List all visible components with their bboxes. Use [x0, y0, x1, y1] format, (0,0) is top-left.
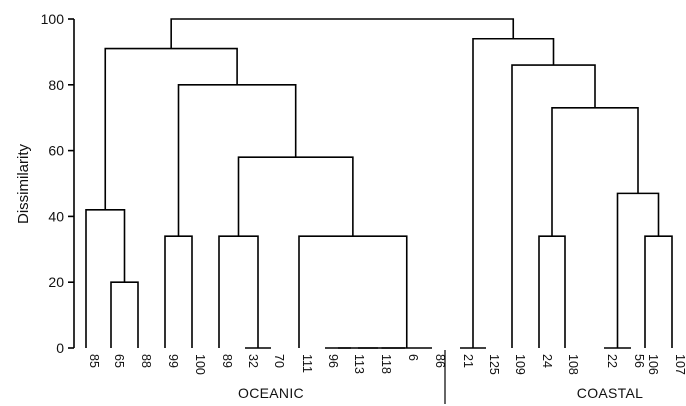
group-label-oceanic: OCEANIC — [238, 385, 304, 401]
dendrogram-merge-21 — [170, 18, 515, 49]
y-tick-label-80: 80 — [48, 77, 64, 93]
y-axis-title: Dissimilarity — [15, 144, 32, 224]
group-label-coastal: COASTAL — [577, 385, 643, 401]
leaf-label-70: 70 — [272, 354, 286, 368]
leaf-label-32: 32 — [246, 354, 260, 368]
leaf-label-125: 125 — [487, 354, 501, 375]
leaf-label-96: 96 — [326, 354, 340, 368]
dendrogram-merge-16 — [644, 235, 673, 348]
leaf-label-113: 113 — [352, 354, 366, 374]
y-tick-label-0: 0 — [56, 340, 64, 356]
leaf-label-106: 106 — [646, 354, 660, 375]
leaf-label-56: 56 — [632, 354, 646, 368]
leaf-label-24: 24 — [540, 354, 554, 368]
leaf-labels: 85 65 88 99 100 89 32 70 111 96 113 118 6 86 21 125 109 2… — [87, 354, 686, 375]
y-tick-label-60: 60 — [48, 143, 64, 159]
group-labels: OCEANIC COASTAL — [238, 350, 643, 404]
leaf-label-22: 22 — [605, 354, 619, 368]
leaf-label-6: 6 — [406, 354, 420, 361]
dendrogram-merge-11 — [177, 84, 297, 237]
y-axis: 0 20 40 60 80 100 — [41, 11, 75, 356]
leaf-label-107: 107 — [673, 354, 686, 375]
leaf-label-111: 111 — [300, 354, 314, 373]
dendrogram-merge-12 — [104, 47, 238, 210]
leaf-label-89: 89 — [220, 354, 234, 368]
dendrogram-merge-0 — [110, 281, 139, 348]
y-tick-label-100: 100 — [41, 11, 65, 27]
dendrogram-merge-10 — [237, 156, 354, 237]
leaf-label-65: 65 — [112, 354, 126, 368]
y-tick-label-20: 20 — [48, 274, 64, 290]
leaf-label-109: 109 — [513, 354, 527, 375]
dendrogram-merge-9 — [298, 235, 408, 348]
leaf-label-118: 118 — [379, 354, 393, 374]
dendrogram-tree — [85, 18, 673, 349]
leaf-label-85: 85 — [87, 354, 101, 368]
leaf-label-86: 86 — [433, 354, 447, 368]
dendrogram-merge-20 — [472, 37, 555, 348]
dendrogram-merge-14 — [538, 235, 566, 348]
dendrogram-merge-1 — [85, 209, 126, 348]
dendrogram-merge-18 — [551, 107, 639, 237]
leaf-label-99: 99 — [166, 354, 180, 368]
leaf-label-88: 88 — [139, 354, 153, 368]
y-tick-label-40: 40 — [48, 208, 64, 224]
dendrogram-merge-2 — [164, 235, 193, 348]
leaf-label-21: 21 — [461, 354, 475, 368]
dendrogram-merge-4 — [218, 235, 259, 348]
leaf-label-108: 108 — [566, 354, 580, 375]
dendrogram-merge-17 — [616, 192, 660, 348]
leaf-label-100: 100 — [193, 354, 207, 375]
